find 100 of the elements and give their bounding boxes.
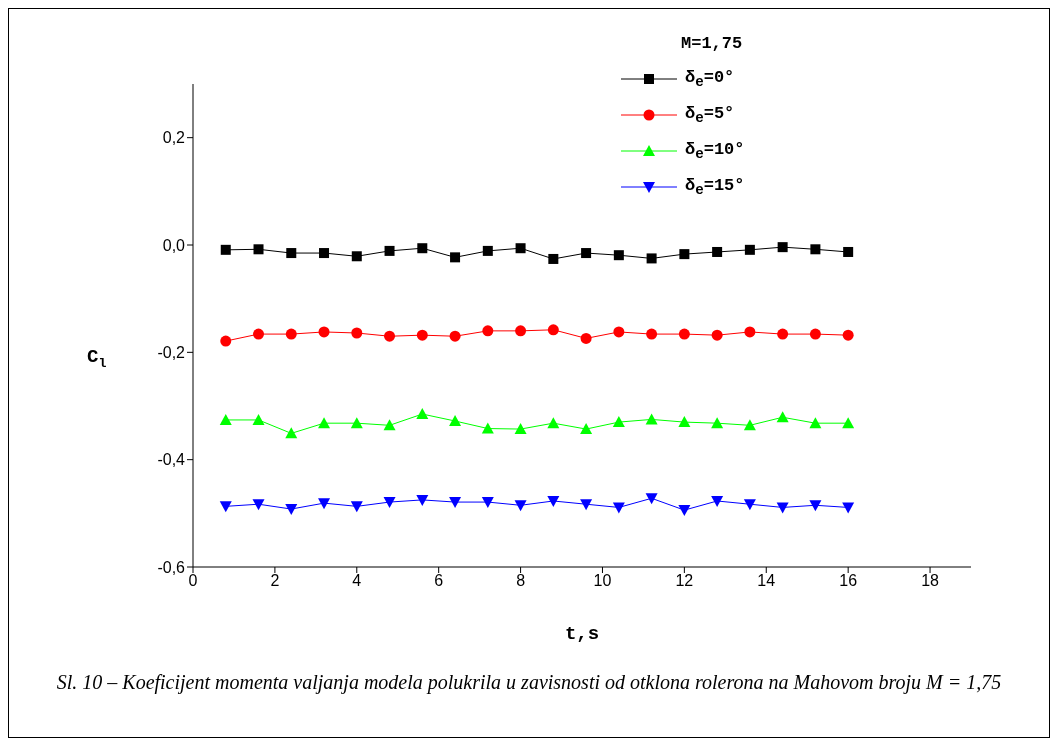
point — [285, 427, 298, 439]
point — [351, 251, 362, 262]
y-tick-label: 0,0 — [162, 236, 186, 254]
point — [481, 497, 494, 509]
point — [809, 500, 822, 512]
y-tick-label: -0,2 — [157, 344, 186, 362]
y-tick-label: -0,4 — [157, 451, 186, 469]
point — [646, 253, 657, 264]
point — [318, 498, 331, 510]
point — [547, 417, 560, 429]
point — [514, 423, 527, 435]
x-tick-label: 2 — [270, 572, 280, 590]
point — [547, 495, 560, 507]
y-axis-title: C$_{l}$ — [87, 346, 107, 371]
point — [679, 249, 690, 260]
point — [646, 328, 658, 340]
point — [319, 248, 330, 259]
y-tick-label: -0,6 — [157, 558, 186, 576]
legend-label: δ$_{e}$=0° — [685, 67, 735, 91]
x-tick-label: 16 — [839, 572, 858, 590]
point — [776, 502, 789, 514]
point — [711, 417, 724, 429]
point — [318, 326, 330, 338]
x-tick-label: 10 — [593, 572, 612, 590]
point — [220, 335, 232, 347]
point — [777, 328, 789, 340]
point — [416, 329, 428, 341]
point — [580, 499, 593, 511]
point — [810, 244, 821, 255]
point — [842, 329, 854, 341]
point — [449, 330, 461, 342]
point — [220, 244, 231, 255]
point — [515, 243, 526, 254]
point — [416, 408, 429, 420]
point — [253, 328, 265, 340]
point — [612, 416, 625, 428]
point — [744, 244, 755, 255]
point — [645, 493, 658, 505]
point — [776, 411, 789, 423]
point — [450, 252, 461, 263]
point — [678, 328, 690, 340]
point — [383, 497, 396, 509]
point — [286, 248, 297, 259]
point — [219, 501, 232, 513]
point — [842, 417, 855, 429]
legend-label: δ$_{e}$=15° — [685, 175, 745, 199]
point — [581, 248, 592, 259]
x-tick-label: 4 — [352, 572, 362, 590]
point — [743, 499, 756, 511]
point — [678, 505, 691, 517]
point — [777, 242, 788, 253]
point — [809, 417, 822, 429]
point — [449, 497, 462, 509]
point — [350, 501, 363, 513]
point — [678, 416, 691, 428]
legend-title: M=1,75 — [681, 34, 744, 53]
x-tick-label: 12 — [675, 572, 694, 590]
point — [318, 417, 331, 429]
point — [744, 326, 756, 338]
point — [645, 413, 658, 425]
point — [252, 413, 265, 425]
point — [253, 244, 264, 255]
x-axis-title: t,s — [564, 623, 600, 645]
point — [580, 332, 592, 344]
point — [350, 417, 363, 429]
point — [743, 419, 756, 431]
point — [416, 494, 429, 506]
point — [711, 495, 724, 507]
point — [613, 250, 624, 261]
point — [449, 415, 462, 427]
point — [514, 500, 527, 512]
y-tick-label: 0,2 — [162, 129, 186, 147]
x-tick-label: 8 — [516, 572, 526, 590]
point — [580, 423, 593, 435]
point — [252, 499, 265, 511]
point — [285, 328, 297, 340]
x-tick-label: 0 — [188, 572, 198, 590]
point — [482, 245, 493, 256]
point — [417, 243, 428, 254]
point — [809, 328, 821, 340]
point — [547, 324, 559, 336]
legend-label: δ$_{e}$=10° — [685, 139, 745, 163]
point — [548, 253, 559, 264]
x-tick-label: 6 — [434, 572, 444, 590]
point — [515, 325, 527, 337]
x-tick-label: 18 — [921, 572, 940, 590]
point — [384, 245, 395, 256]
text: Sl. 10 – Koeficijent momenta valjanja modela polukrila u zavisnosti od otklona rolerona na Mahovom broju M = 1,75 — [55, 671, 1003, 693]
point — [285, 504, 298, 516]
point — [481, 422, 494, 434]
point — [219, 413, 232, 425]
point — [383, 419, 396, 431]
legend-label: δ$_{e}$=5° — [685, 103, 735, 127]
point — [351, 327, 363, 339]
point — [613, 326, 625, 338]
point — [384, 330, 396, 342]
point — [843, 246, 854, 257]
point — [482, 325, 494, 337]
point — [842, 502, 855, 514]
point — [612, 502, 625, 514]
